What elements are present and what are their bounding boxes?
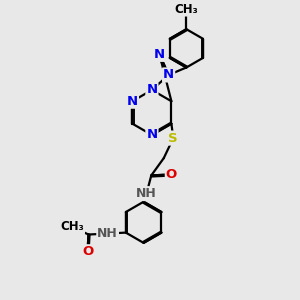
Text: NH: NH [97,227,118,240]
Text: O: O [166,168,177,181]
Text: O: O [82,245,93,258]
Text: S: S [169,132,178,145]
Text: N: N [127,95,138,108]
Text: N: N [146,83,158,97]
Text: N: N [154,48,165,61]
Text: CH₃: CH₃ [175,3,198,16]
Text: NH: NH [136,187,157,200]
Text: N: N [146,128,158,142]
Text: N: N [163,68,174,81]
Text: CH₃: CH₃ [60,220,84,233]
